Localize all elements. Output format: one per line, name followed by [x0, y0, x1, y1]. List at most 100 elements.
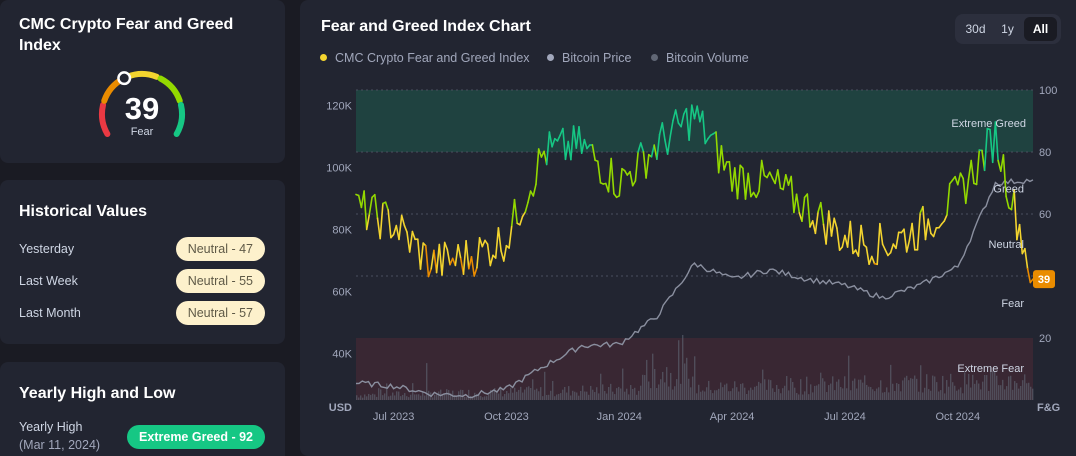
- fear-greed-line-segment: [870, 255, 876, 265]
- volume-bar: [438, 391, 440, 400]
- volume-bar: [424, 395, 426, 400]
- volume-bar: [432, 397, 434, 400]
- volume-bar: [900, 391, 902, 400]
- gauge-segment: [124, 71, 160, 80]
- volume-bar: [486, 396, 488, 400]
- volume-bar: [1010, 375, 1012, 400]
- historical-row-last-month: Last Month Neutral - 57: [19, 301, 265, 327]
- legend-item-price[interactable]: Bitcoin Price: [547, 51, 631, 65]
- fear-greed-line-segment: [365, 213, 371, 231]
- range-1y-button[interactable]: 1y: [1001, 22, 1014, 36]
- volume-bar: [816, 385, 818, 400]
- fear-greed-line-segment: [946, 183, 951, 216]
- volume-bar: [514, 387, 516, 400]
- fear-greed-line-segment: [747, 172, 752, 198]
- fear-greed-line-segment: [419, 242, 424, 270]
- volume-bar: [426, 363, 428, 400]
- volume-bar: [404, 393, 406, 400]
- fear-greed-line-segment: [417, 238, 422, 270]
- gauge-label: Fear: [131, 126, 154, 138]
- volume-bar: [864, 375, 866, 400]
- volume-bar: [942, 375, 944, 400]
- volume-bar: [454, 395, 456, 400]
- fear-greed-line-segment: [922, 205, 927, 241]
- volume-bar: [846, 388, 848, 400]
- fear-greed-line-segment: [384, 201, 389, 211]
- volume-bar: [916, 378, 918, 400]
- volume-bar: [392, 392, 394, 400]
- volume-bar: [642, 374, 644, 400]
- fear-greed-line-segment: [884, 248, 889, 257]
- volume-bar: [740, 383, 742, 400]
- fear-greed-line-segment: [666, 135, 672, 155]
- volume-bar: [572, 390, 574, 400]
- fear-greed-line-segment: [768, 171, 774, 179]
- fear-greed-line-segment: [943, 214, 948, 222]
- volume-bar: [710, 389, 712, 400]
- fear-greed-line-segment: [441, 241, 446, 276]
- volume-bar: [898, 384, 900, 400]
- historical-title: Historical Values: [19, 203, 148, 220]
- volume-bar: [790, 378, 792, 400]
- yearly-high-label: Yearly High (Mar 11, 2024): [19, 418, 100, 454]
- volume-bar: [728, 391, 730, 400]
- volume-bar: [922, 392, 924, 400]
- y-axis-left-unit: USD: [329, 402, 352, 414]
- volume-bar: [614, 394, 616, 400]
- volume-bar: [870, 387, 872, 400]
- volume-bar: [640, 385, 642, 400]
- volume-bar: [422, 391, 424, 400]
- volume-bar: [400, 396, 402, 400]
- fear-greed-line-segment: [494, 227, 500, 259]
- fear-greed-line-segment: [580, 138, 586, 154]
- gauge-segment: [157, 75, 183, 104]
- volume-bar: [732, 388, 734, 400]
- volume-bar: [834, 390, 836, 400]
- fear-greed-line-segment: [1005, 195, 1010, 209]
- volume-bar: [374, 394, 376, 400]
- volume-bar: [852, 380, 854, 400]
- volume-bar: [830, 383, 832, 400]
- fear-greed-line-segment: [562, 127, 567, 161]
- y-axis-left-tick: 60K: [332, 287, 352, 299]
- fear-greed-line-segment: [618, 167, 623, 197]
- fear-greed-line-segment: [583, 138, 588, 150]
- volume-bar: [824, 381, 826, 400]
- legend-label: Bitcoin Volume: [666, 51, 749, 65]
- volume-bar: [534, 389, 536, 400]
- volume-bar: [798, 394, 800, 400]
- volume-bar: [368, 393, 370, 400]
- volume-bar: [848, 355, 850, 400]
- volume-bar: [980, 389, 982, 400]
- fear-greed-line-segment: [637, 142, 642, 153]
- volume-bar: [624, 391, 626, 400]
- volume-bar: [960, 387, 962, 400]
- volume-bar: [446, 389, 448, 400]
- volume-bar: [932, 375, 934, 400]
- volume-bar: [588, 394, 590, 400]
- volume-bar: [884, 392, 886, 400]
- volume-bar: [926, 374, 928, 400]
- historical-row-yesterday: Yesterday Neutral - 47: [19, 237, 265, 263]
- range-30d-button[interactable]: 30d: [965, 22, 986, 36]
- y-axis-left-tick: 120K: [326, 101, 352, 113]
- volume-bar: [538, 391, 540, 400]
- volume-bar: [822, 378, 824, 400]
- volume-bar: [814, 385, 816, 400]
- fear-greed-line-segment: [889, 243, 895, 254]
- volume-bar: [510, 387, 512, 400]
- volume-bar: [496, 390, 498, 400]
- fear-greed-line-segment: [1029, 278, 1034, 284]
- volume-bar: [920, 365, 922, 400]
- volume-bar: [562, 389, 564, 400]
- fear-greed-line-segment: [645, 153, 650, 179]
- fear-greed-line-segment: [462, 240, 467, 276]
- fear-greed-line-segment: [435, 243, 441, 274]
- legend-item-index[interactable]: CMC Crypto Fear and Greed Index: [320, 51, 530, 65]
- range-all-button[interactable]: All: [1024, 17, 1057, 41]
- volume-bar: [484, 396, 486, 400]
- volume-bar: [602, 384, 604, 400]
- gauge-title: CMC Crypto Fear and Greed Index: [19, 16, 234, 54]
- legend-item-volume[interactable]: Bitcoin Volume: [651, 51, 749, 65]
